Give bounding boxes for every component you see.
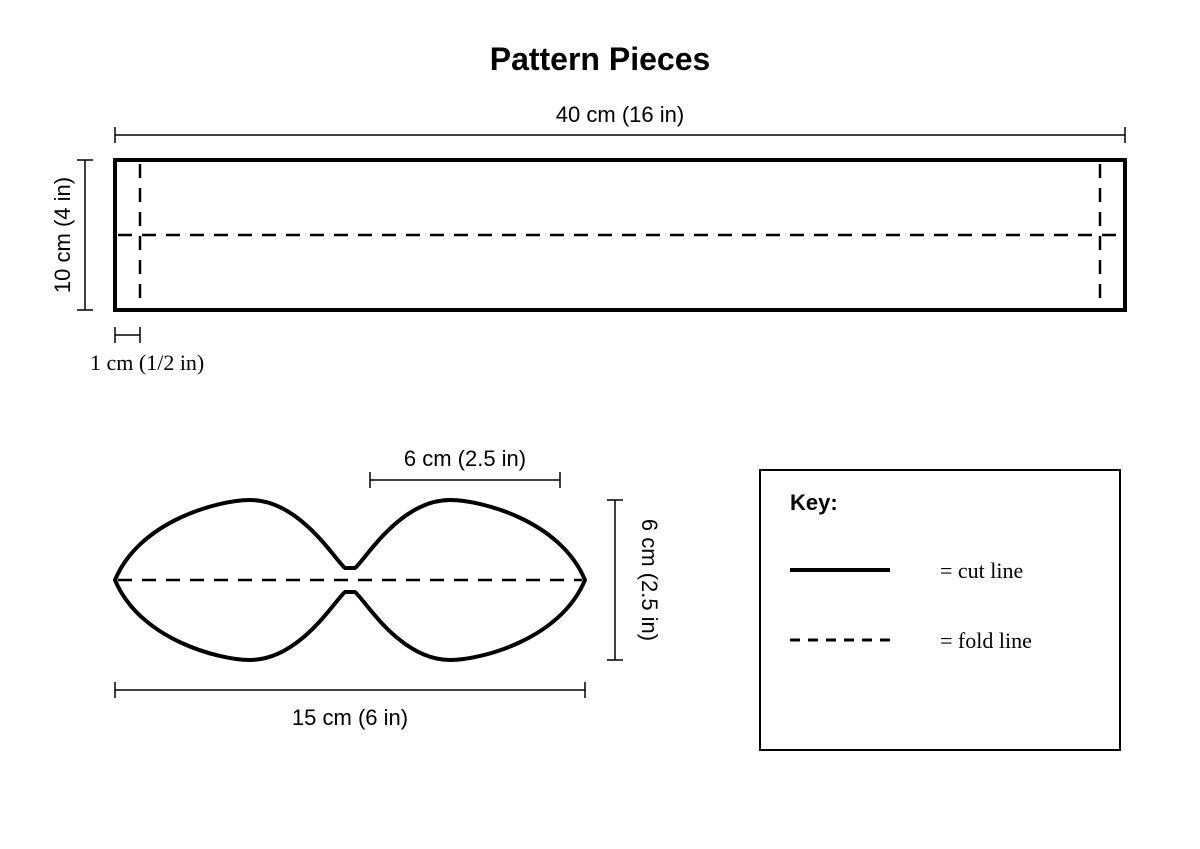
bow-total-width-label: 15 cm (6 in) bbox=[292, 705, 408, 730]
rect-seam-label: 1 cm (1/2 in) bbox=[90, 350, 204, 375]
bow-height-label: 6 cm (2.5 in) bbox=[637, 519, 662, 641]
key-title: Key: bbox=[790, 490, 838, 515]
canvas-background bbox=[0, 0, 1200, 849]
rect-width-label: 40 cm (16 in) bbox=[556, 102, 684, 127]
key-cut-label: = cut line bbox=[940, 558, 1023, 583]
bow-lobe-width-label: 6 cm (2.5 in) bbox=[404, 446, 526, 471]
rect-height-label: 10 cm (4 in) bbox=[50, 177, 75, 293]
key-fold-label: = fold line bbox=[940, 628, 1032, 653]
page-title: Pattern Pieces bbox=[490, 41, 711, 77]
